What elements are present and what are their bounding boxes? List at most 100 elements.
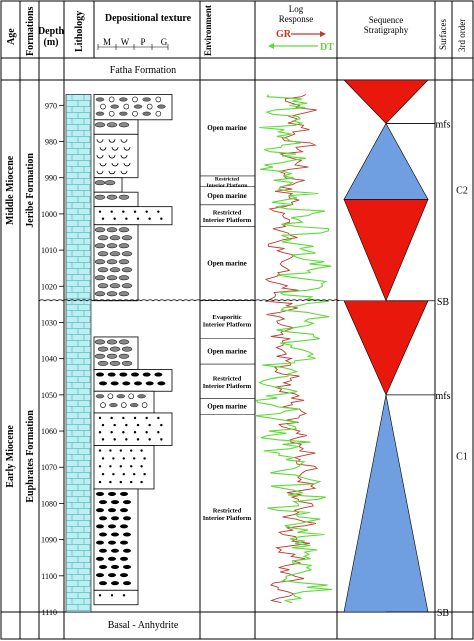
environment-label: Open marine	[207, 403, 246, 411]
grain-oval-icon	[94, 259, 106, 265]
grain-oval-icon	[109, 283, 121, 289]
grain-oval-icon	[109, 346, 121, 352]
grain-dot-icon	[101, 423, 105, 427]
pellet-icon	[108, 524, 116, 529]
grain-dot-icon	[140, 480, 143, 484]
environment-label: Open marine	[207, 124, 246, 132]
unconformity-lines	[38, 299, 386, 302]
grain-dot-icon	[98, 480, 102, 484]
depth-tick-label: 990	[45, 174, 57, 183]
grain-dot-icon	[98, 431, 102, 434]
grain-dot-icon	[112, 472, 115, 476]
grain-dot-icon	[101, 217, 105, 220]
grain-oval-icon	[118, 227, 130, 233]
sequence-header-line2: Stratigraphy	[364, 25, 409, 35]
pellet-icon	[96, 372, 104, 377]
grain-dot-icon	[98, 210, 102, 213]
grain-dot-icon	[98, 465, 102, 468]
depth-unit: (m)	[44, 37, 59, 48]
depth-tick-label: 1000	[41, 210, 57, 219]
pellet-icon	[108, 508, 116, 513]
tst-triangle	[343, 199, 429, 302]
grain-oval-icon	[109, 360, 121, 366]
grain-dot-icon	[140, 449, 143, 452]
grain-dot-icon	[109, 465, 112, 468]
pellet-icon	[123, 516, 131, 521]
log-response-column	[254, 94, 333, 604]
grain-dot-icon	[140, 465, 143, 468]
grain-dot-icon	[113, 423, 116, 427]
grain-oval-icon	[106, 122, 118, 128]
pellet-icon	[122, 381, 131, 386]
grain-oval-icon	[95, 97, 105, 102]
grain-oval-icon	[118, 122, 130, 128]
ooid-icon	[108, 96, 115, 103]
ooid-icon	[141, 402, 148, 408]
texture-bed	[93, 445, 155, 490]
depth-tick-label: 1040	[41, 355, 57, 364]
grain-dot-icon	[98, 416, 102, 420]
tst-triangle	[343, 79, 429, 124]
grain-dot-icon	[119, 480, 123, 484]
shell-icon	[108, 170, 116, 175]
grain-dot-icon	[122, 594, 126, 597]
grain-oval-icon	[94, 122, 106, 128]
grain-oval-icon	[94, 291, 106, 297]
grain-dot-icon	[119, 465, 123, 468]
grain-dot-icon	[125, 438, 128, 441]
grain-oval-icon	[94, 353, 106, 359]
environment-label: Interior Platform	[203, 321, 252, 328]
ooid-icon	[155, 96, 162, 103]
grain-oval-icon	[97, 267, 109, 273]
grain-oval-icon	[118, 339, 130, 345]
pellet-icon	[119, 372, 128, 377]
grain-oval-icon	[121, 251, 133, 257]
grain-oval-icon	[95, 111, 105, 116]
grain-dot-icon	[157, 416, 160, 420]
grain-oval-icon	[121, 360, 133, 366]
lithology-fill	[65, 94, 92, 613]
texture-bed	[93, 390, 155, 414]
texture-class-m: M	[103, 37, 111, 47]
grain-oval-icon	[142, 111, 151, 116]
grain-dot-icon	[157, 431, 160, 434]
ooid-icon	[108, 110, 115, 117]
texture-bed	[93, 206, 173, 226]
pellet-icon	[157, 381, 166, 386]
grain-oval-icon	[110, 104, 119, 109]
pellet-icon	[108, 540, 116, 545]
pellet-icon	[123, 564, 131, 569]
pellet-icon	[111, 532, 119, 537]
grain-oval-icon	[118, 291, 130, 297]
grain-dot-icon	[136, 438, 140, 441]
depth-tick-label: 1060	[41, 427, 57, 436]
grain-oval-icon	[94, 243, 106, 249]
ooid-icon	[146, 103, 153, 110]
shell-icon	[123, 162, 131, 167]
pellet-icon	[123, 548, 131, 553]
pellet-icon	[111, 500, 119, 505]
shell-icon	[123, 147, 131, 151]
grain-oval-icon	[97, 346, 109, 352]
tst-triangle	[343, 300, 429, 396]
depositional-texture-header: Depositional texture	[105, 13, 192, 24]
shell-icon	[99, 147, 107, 151]
pellet-icon	[142, 372, 151, 377]
depth-tick-label: 1090	[41, 536, 57, 545]
grain-oval-icon	[106, 275, 118, 281]
grain-oval-icon	[94, 275, 106, 281]
pellet-icon	[99, 516, 107, 521]
grain-oval-icon	[109, 403, 118, 408]
grain-dot-icon	[122, 457, 126, 460]
grain-oval-icon	[104, 180, 116, 186]
top-formation-label: Fatha Formation	[110, 65, 176, 76]
grain-dot-icon	[112, 457, 115, 460]
grain-dot-icon	[122, 416, 125, 420]
pellet-icon	[145, 381, 154, 386]
surfaces-header: Surfaces	[438, 19, 448, 50]
grain-oval-icon	[121, 283, 133, 289]
order-header: 3rd order	[457, 19, 467, 52]
